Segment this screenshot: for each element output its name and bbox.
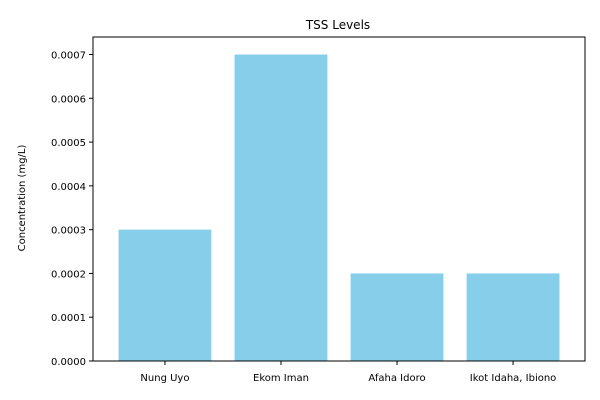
y-tick-label: 0.0007 (51, 51, 86, 62)
plot-frame (92, 36, 586, 362)
y-tick-label: 0.0002 (51, 269, 86, 280)
y-axis-label: Concentration (mg/L) (17, 145, 28, 252)
y-tick-label: 0.0005 (51, 138, 86, 149)
x-tick-label: Ekom Iman (253, 373, 309, 384)
y-tick-label: 0.0004 (51, 182, 86, 193)
x-tick-label: Afaha Idoro (368, 373, 425, 384)
chart-title: TSS Levels (305, 18, 370, 32)
x-tick-label: Nung Uyo (140, 373, 189, 384)
bar-4 (466, 273, 560, 361)
y-tick-label: 0.0001 (51, 313, 86, 324)
bar-1 (118, 229, 212, 361)
bar-2 (234, 54, 328, 361)
plot-area: 0.0000 0.0001 0.0002 0.0003 0.0004 0.0005 0.00… (51, 36, 586, 384)
bar-3 (350, 273, 444, 361)
y-tick-label: 0.0000 (51, 357, 86, 368)
x-tick-label: Ikot Idaha, Ibiono (470, 373, 557, 384)
y-tick-label: 0.0003 (51, 226, 86, 237)
y-tick-label: 0.0006 (51, 94, 86, 105)
